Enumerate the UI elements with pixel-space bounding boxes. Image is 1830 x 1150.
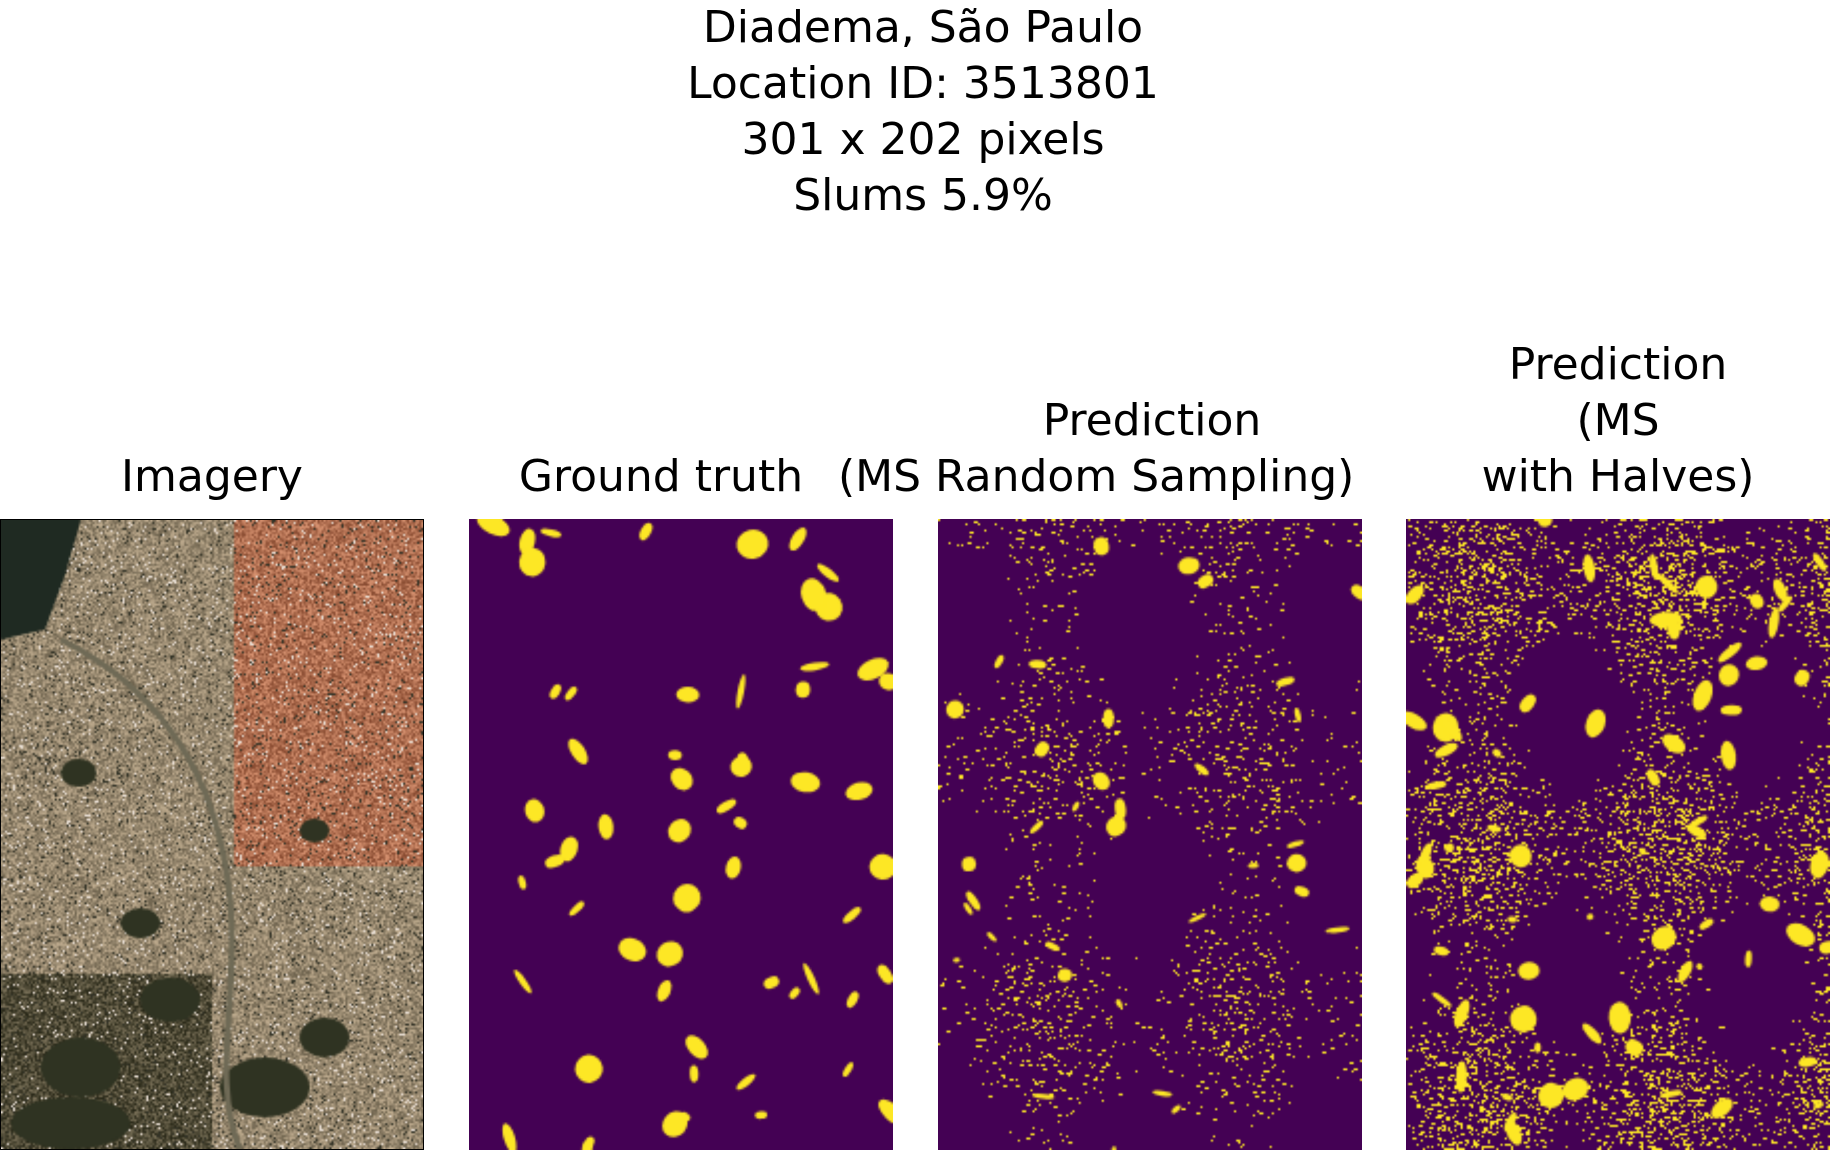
imagery-panel bbox=[0, 519, 424, 1150]
prediction-halves-title: Prediction (MS with Halves) bbox=[1406, 337, 1830, 505]
prediction-halves-panel bbox=[1406, 519, 1830, 1150]
ground-truth-title: Ground truth bbox=[449, 449, 873, 505]
prediction-random-title-2: (MS Random Sampling) bbox=[838, 449, 1464, 505]
prediction-halves-title-line-2: (MS bbox=[1576, 395, 1660, 446]
title-line-id: Location ID: 3513801 bbox=[687, 58, 1159, 109]
prediction-random-panel bbox=[938, 519, 1362, 1150]
ground-truth-panel bbox=[469, 519, 893, 1150]
prediction-random-title-line-2: (MS Random Sampling) bbox=[838, 451, 1355, 502]
satellite-image bbox=[1, 520, 423, 1149]
figure-title: Diadema, São Paulo Location ID: 3513801 … bbox=[0, 0, 1830, 224]
prediction-halves-mask bbox=[1406, 519, 1830, 1150]
imagery-title-line: Imagery bbox=[121, 451, 303, 502]
prediction-random-title: Prediction bbox=[940, 393, 1364, 449]
prediction-halves-title-line-1: Prediction bbox=[1508, 339, 1728, 390]
title-line-location: Diadema, São Paulo bbox=[702, 2, 1144, 53]
title-line-size: 301 x 202 pixels bbox=[741, 114, 1105, 165]
title-line-slums: Slums 5.9% bbox=[793, 170, 1053, 221]
ground-truth-mask bbox=[469, 519, 893, 1150]
prediction-halves-title-line-3: with Halves) bbox=[1481, 451, 1755, 502]
prediction-random-mask bbox=[938, 519, 1362, 1150]
prediction-random-title-line-1: Prediction bbox=[1042, 395, 1262, 446]
imagery-title: Imagery bbox=[0, 449, 424, 505]
ground-truth-title-line: Ground truth bbox=[518, 451, 804, 502]
